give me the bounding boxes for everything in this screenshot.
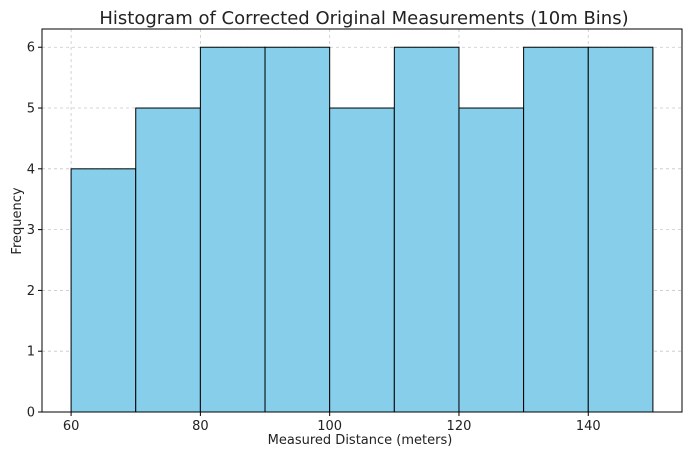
chart-title: Histogram of Corrected Original Measurem…: [99, 8, 628, 29]
plot-frame: [41, 28, 683, 413]
histogram-bar: [135, 107, 201, 413]
y-tick-label: 0: [27, 406, 35, 421]
histogram-bar: [393, 46, 460, 413]
y-tick-label: 2: [27, 284, 35, 299]
x-tick-label: 80: [192, 419, 209, 434]
y-tick-label: 4: [27, 162, 35, 177]
x-tick-label: 140: [576, 419, 601, 434]
y-tick-label: 5: [27, 102, 35, 117]
x-tick-label: 60: [63, 419, 80, 434]
histogram-bar: [458, 107, 525, 413]
histogram-bar: [523, 46, 589, 413]
histogram-bar: [199, 46, 266, 413]
histogram-bar: [70, 168, 137, 413]
y-axis-label: Frequency: [10, 187, 25, 254]
x-tick-label: 100: [317, 419, 342, 434]
histogram-bar: [329, 107, 395, 413]
histogram-bar: [587, 46, 654, 413]
x-tick-label: 120: [447, 419, 472, 434]
y-tick-label: 3: [27, 223, 35, 238]
y-axis-ticks: 0 1 2 3 4 5 6: [27, 41, 42, 421]
y-tick-label: 1: [27, 345, 35, 360]
x-axis-label: Measured Distance (meters): [268, 433, 453, 448]
histogram-bar: [264, 46, 331, 413]
x-axis-ticks: 60 80 100 120 140: [63, 412, 601, 434]
bars: [70, 46, 654, 413]
y-tick-label: 6: [27, 41, 35, 56]
